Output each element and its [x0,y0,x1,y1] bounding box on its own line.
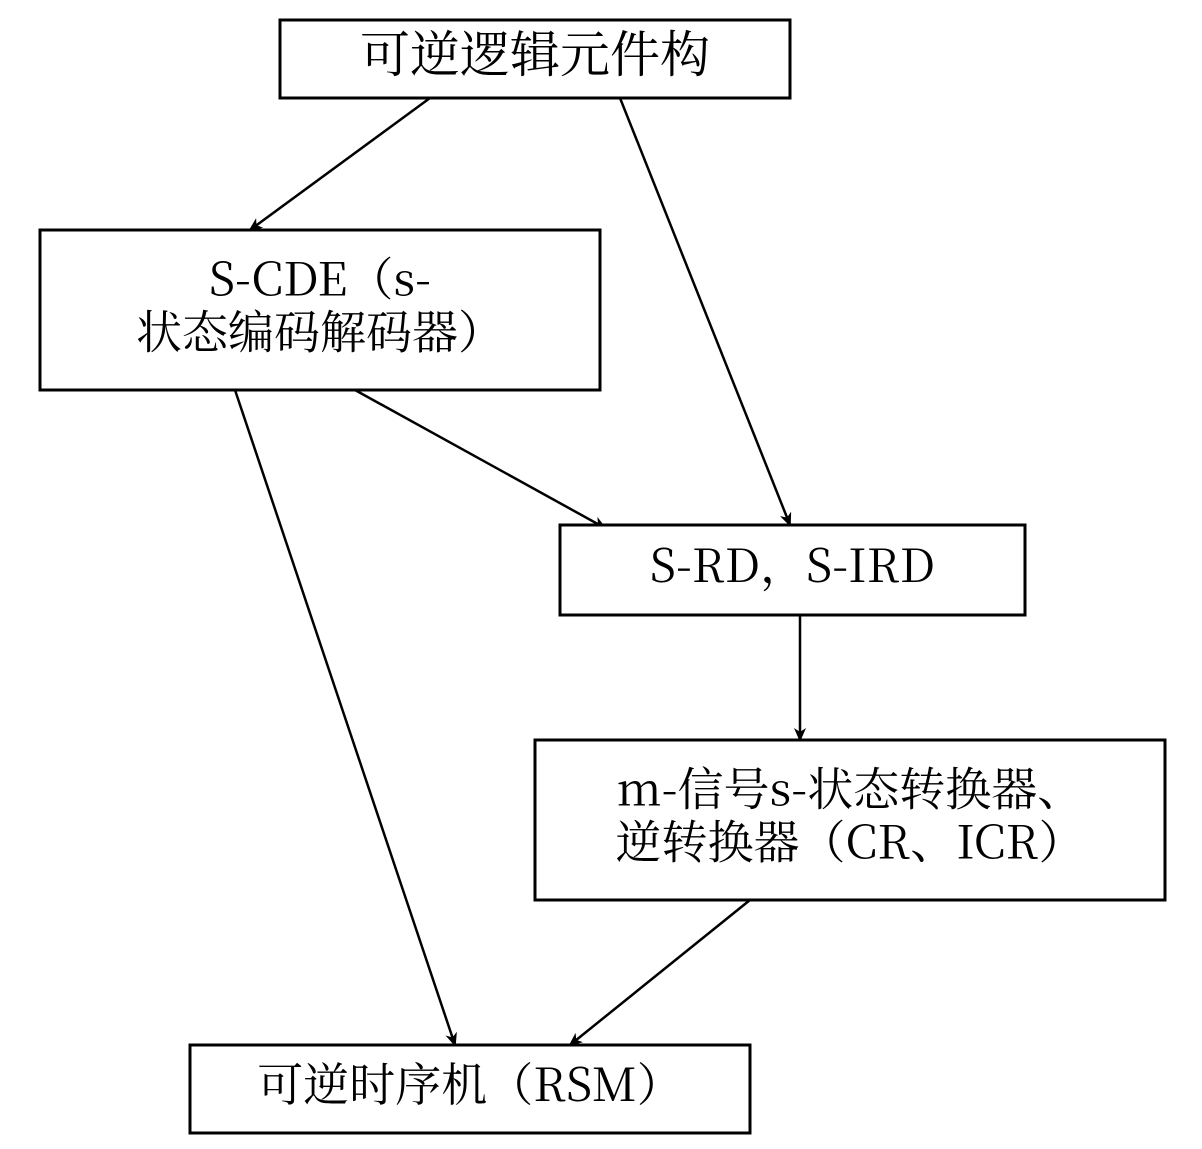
edge-root-scde [250,98,430,230]
edge-scde-srd [355,390,605,528]
node-srd: S-RD，S-IRD [560,525,1025,615]
node-rsm-label-line-0: 可逆时序机（RSM） [257,1049,683,1115]
node-root: 可逆逻辑元件构 [280,15,790,98]
node-rsm: 可逆时序机（RSM） [190,1045,750,1133]
edge-root-srd [620,98,790,525]
nodes-layer: 可逆逻辑元件构 S-CDE（s-状态编码解码器） S-RD，S-IRD m-信号s-状… [40,15,1165,1133]
flowchart-canvas: 可逆逻辑元件构 S-CDE（s-状态编码解码器） S-RD，S-IRD m-信号s-状… [0,0,1202,1149]
node-scde: S-CDE（s-状态编码解码器） [40,230,600,390]
node-root-label-line-0: 可逆逻辑元件构 [360,15,710,87]
node-cr: m-信号s-状态转换器、逆转换器（CR、ICR） [535,740,1165,900]
node-srd-label-line-0: S-RD，S-IRD [650,530,935,596]
edge-scde-rsm [235,390,455,1045]
node-cr-label-line-1: 逆转换器（CR、ICR） [616,806,1085,872]
edge-cr-rsm [570,900,750,1045]
node-scde-label-line-1: 状态编码解码器） [136,296,504,362]
